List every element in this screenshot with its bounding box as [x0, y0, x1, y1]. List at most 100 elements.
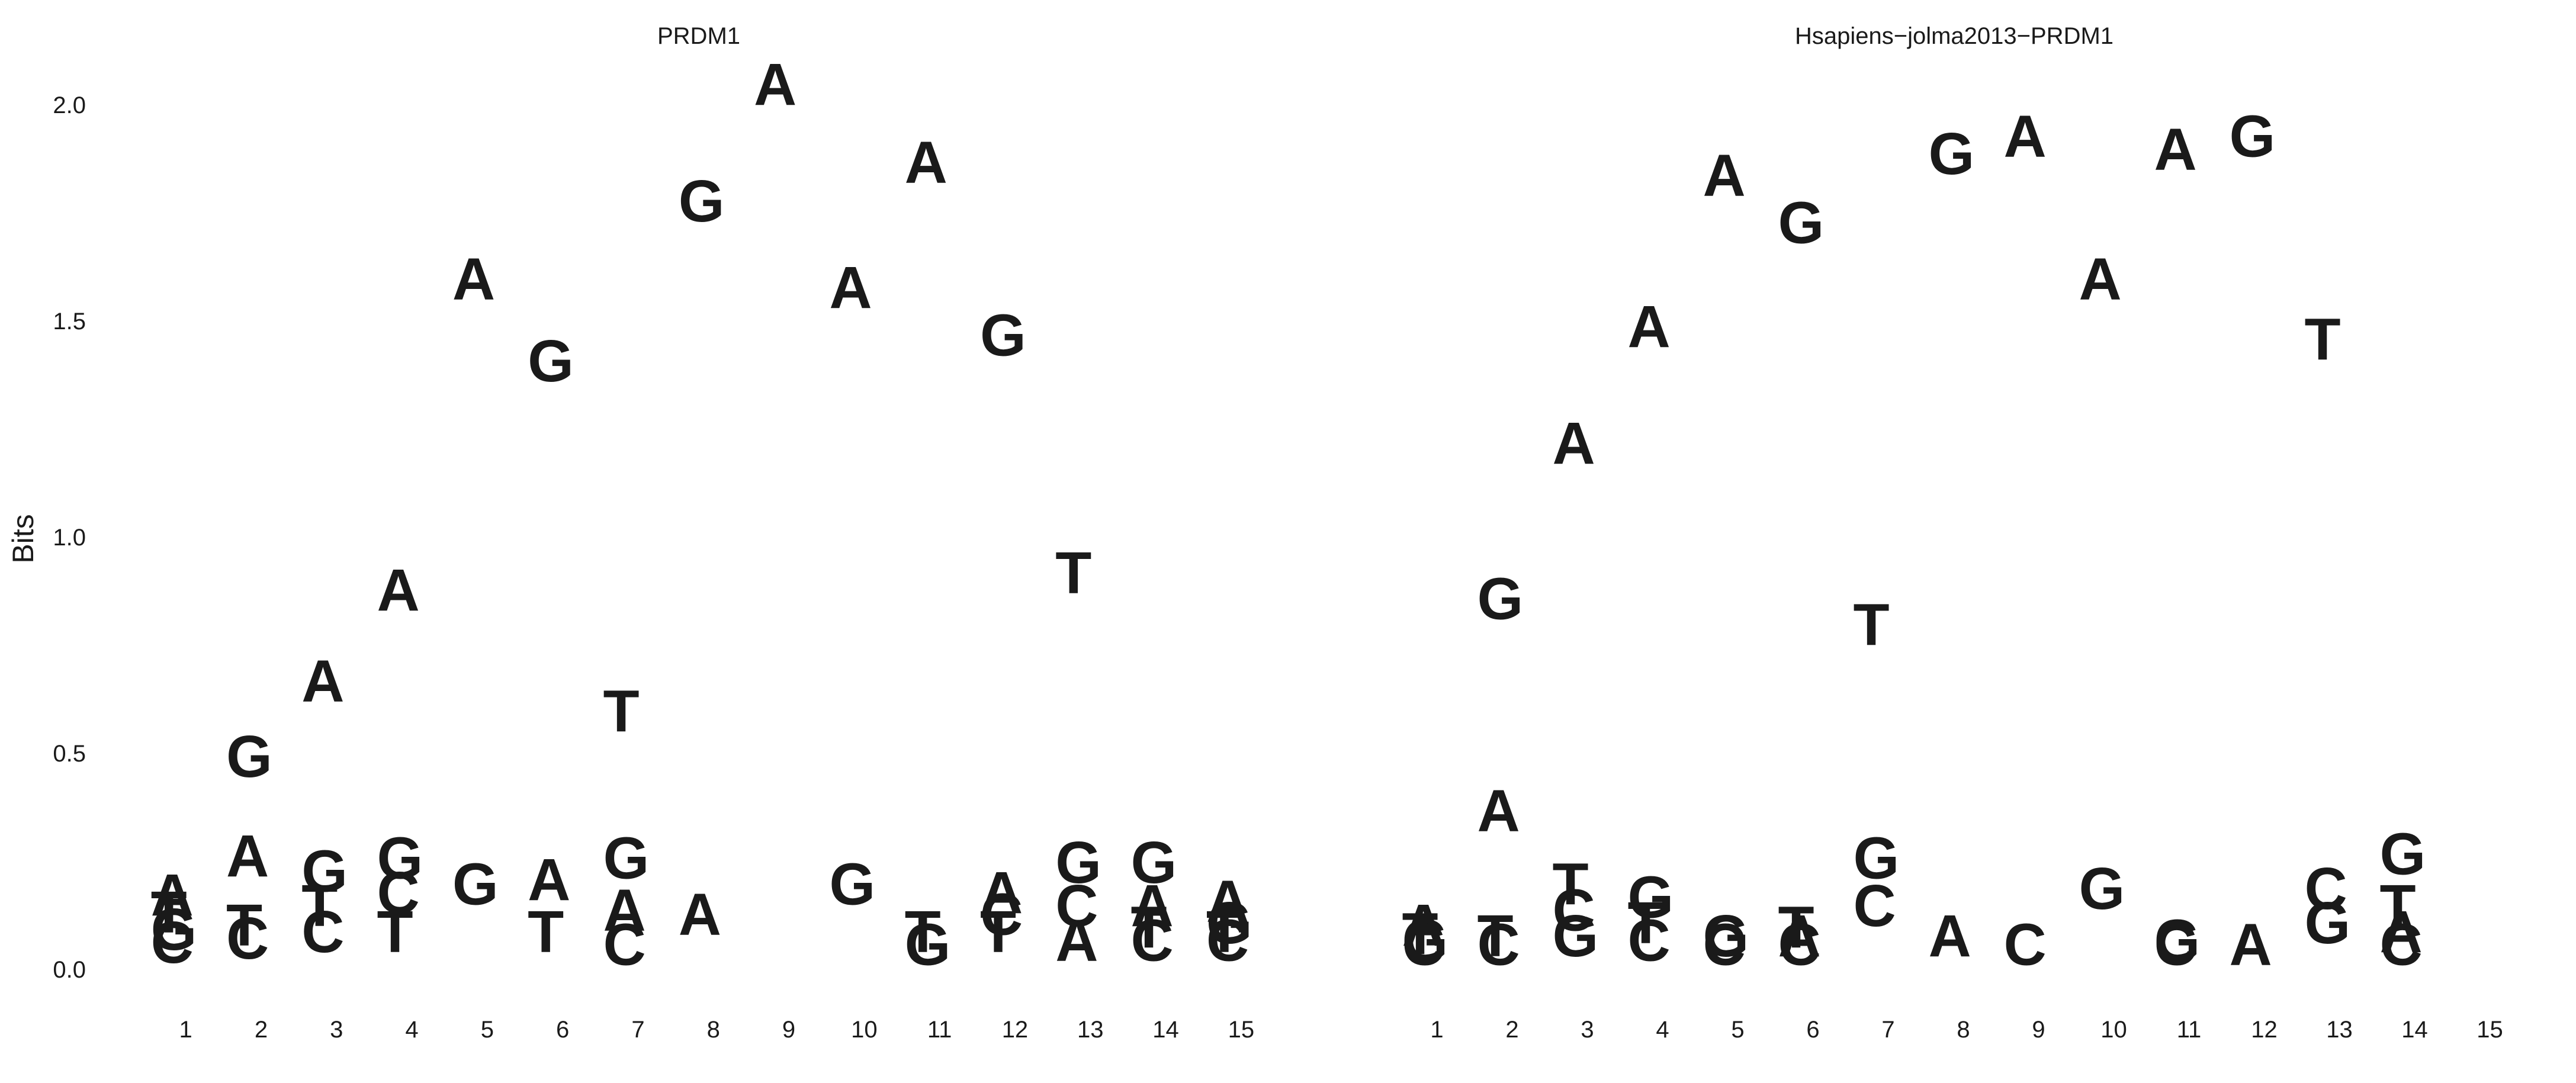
x-tick-label: 15: [2477, 1017, 2503, 1043]
logo-letter-t: T: [1402, 901, 1438, 967]
logo-letter-t: T: [226, 892, 262, 959]
logo-letter-a: A: [1402, 892, 1445, 959]
logo-letter-c: C: [980, 882, 1023, 948]
x-tick-label: 13: [1077, 1017, 1104, 1043]
x-tick-label: 2: [1505, 1017, 1518, 1043]
logo-letter-a: A: [2230, 912, 2272, 978]
logo-letter-a: A: [980, 860, 1023, 926]
logo-letter-a: A: [1628, 294, 1671, 360]
logo-letter-g: G: [452, 851, 499, 918]
logo-letter-t: T: [301, 873, 338, 939]
logo-letter-g: G: [1778, 190, 1825, 256]
logo-letter-g: G: [905, 912, 951, 978]
logo-letter-t: T: [1628, 890, 1664, 956]
logo-letter-g: G: [2079, 856, 2125, 922]
y-tick-label: 1.0: [53, 525, 86, 551]
logo-letter-c: C: [1628, 907, 1671, 973]
logo-letter-g: G: [1055, 830, 1101, 896]
logo-letter-g: G: [603, 825, 649, 892]
x-tick-label: 14: [1152, 1017, 1179, 1043]
logo-letter-g: G: [1477, 566, 1524, 632]
logo-letter-g: G: [226, 724, 272, 790]
logo-letter-t: T: [2380, 873, 2416, 939]
logo-letter-a: A: [226, 823, 269, 889]
logo-letter-g: G: [679, 168, 725, 234]
logo-letter-a: A: [1055, 907, 1098, 973]
logo-letter-g: G: [377, 825, 423, 892]
logo-letter-g: G: [2380, 821, 2426, 887]
logo-letter-c: C: [2154, 912, 2197, 978]
logo-letter-a: A: [151, 862, 194, 928]
panel-title: PRDM1: [657, 23, 740, 49]
logo-letter-t: T: [603, 679, 639, 745]
logo-letter-t: T: [2305, 307, 2341, 373]
y-tick-label: 2.0: [53, 92, 86, 118]
x-tick-label: 6: [1806, 1017, 1819, 1043]
logo-letter-g: G: [1402, 907, 1448, 973]
logo-letter-a: A: [377, 557, 420, 624]
logo-letter-g: G: [528, 328, 574, 394]
logo-column: ACG T: [1055, 540, 1101, 974]
logo-column: GA: [829, 255, 875, 917]
y-tick-label: 1.5: [53, 308, 86, 335]
logo-letter-g: G: [1131, 830, 1177, 896]
logo-letter-c: C: [1206, 907, 1249, 973]
logo-letter-g: G: [1553, 903, 1599, 969]
logo-letter-a: A: [1553, 410, 1595, 477]
logo-letter-g: G: [2230, 104, 2276, 170]
logo-letter-c: C: [603, 912, 645, 978]
x-tick-label: 15: [1228, 1017, 1255, 1043]
logo-letter-t: T: [151, 879, 187, 946]
logo-letter-c: C: [1402, 912, 1445, 978]
logo-letter-a: A: [452, 246, 495, 313]
logo-letter-a: A: [1477, 777, 1520, 844]
logo-letter-c: C: [1131, 907, 1174, 973]
logo-column: CG A: [1703, 142, 1749, 978]
x-tick-label: 14: [2401, 1017, 2428, 1043]
logo-letter-a: A: [2380, 899, 2423, 965]
x-tick-label: 8: [707, 1017, 720, 1043]
logo-column: GA: [452, 246, 499, 918]
logo-column: CG T: [1854, 592, 1900, 940]
x-tick-label: 12: [1002, 1017, 1029, 1043]
logo-letter-t: T: [1206, 899, 1242, 965]
logo-column: AG: [2230, 104, 2276, 978]
y-tick-label: 0.0: [53, 957, 86, 983]
logo-letter-a: A: [829, 255, 872, 321]
x-tick-label: 2: [255, 1017, 268, 1043]
logo-letter-c: C: [2004, 912, 2047, 978]
logo-letter-a: A: [301, 648, 344, 714]
logo-column: CG A: [2154, 117, 2201, 978]
logo-column: TCA G: [980, 302, 1026, 965]
logo-letter-a: A: [1703, 142, 1746, 208]
logo-letter-a: A: [1778, 903, 1821, 969]
logo-letter-c: C: [1854, 873, 1896, 939]
logo-letter-t: T: [1055, 540, 1091, 606]
logo-letter-a: A: [754, 52, 796, 118]
logo-letter-c: C: [377, 860, 420, 926]
panel-title: Hsapiens−jolma2013−PRDM1: [1795, 23, 2114, 49]
logo-letter-a: A: [2004, 104, 2047, 170]
x-axis-ticks: 1 2 3 4 5 6 7 8 9 10 11 12 13 14 15: [179, 1017, 1255, 1043]
logo-column: GCT A: [1553, 410, 1599, 969]
x-tick-label: 13: [2326, 1017, 2353, 1043]
logo-letter-g: G: [301, 838, 348, 905]
logo-letter-a: A: [1206, 869, 1249, 935]
x-tick-label: 9: [782, 1017, 795, 1043]
x-tick-label: 1: [1430, 1017, 1443, 1043]
logo-letter-c: C: [2380, 912, 2423, 978]
y-axis-label: Bits: [7, 514, 40, 563]
logo-column: GA: [2079, 246, 2125, 922]
logo-letter-g: G: [1854, 825, 1900, 892]
logo-column: CA: [2004, 104, 2047, 978]
logo-letter-g: G: [980, 302, 1026, 368]
x-tick-label: 3: [1581, 1017, 1594, 1043]
logo-column: CAG T: [603, 679, 649, 978]
